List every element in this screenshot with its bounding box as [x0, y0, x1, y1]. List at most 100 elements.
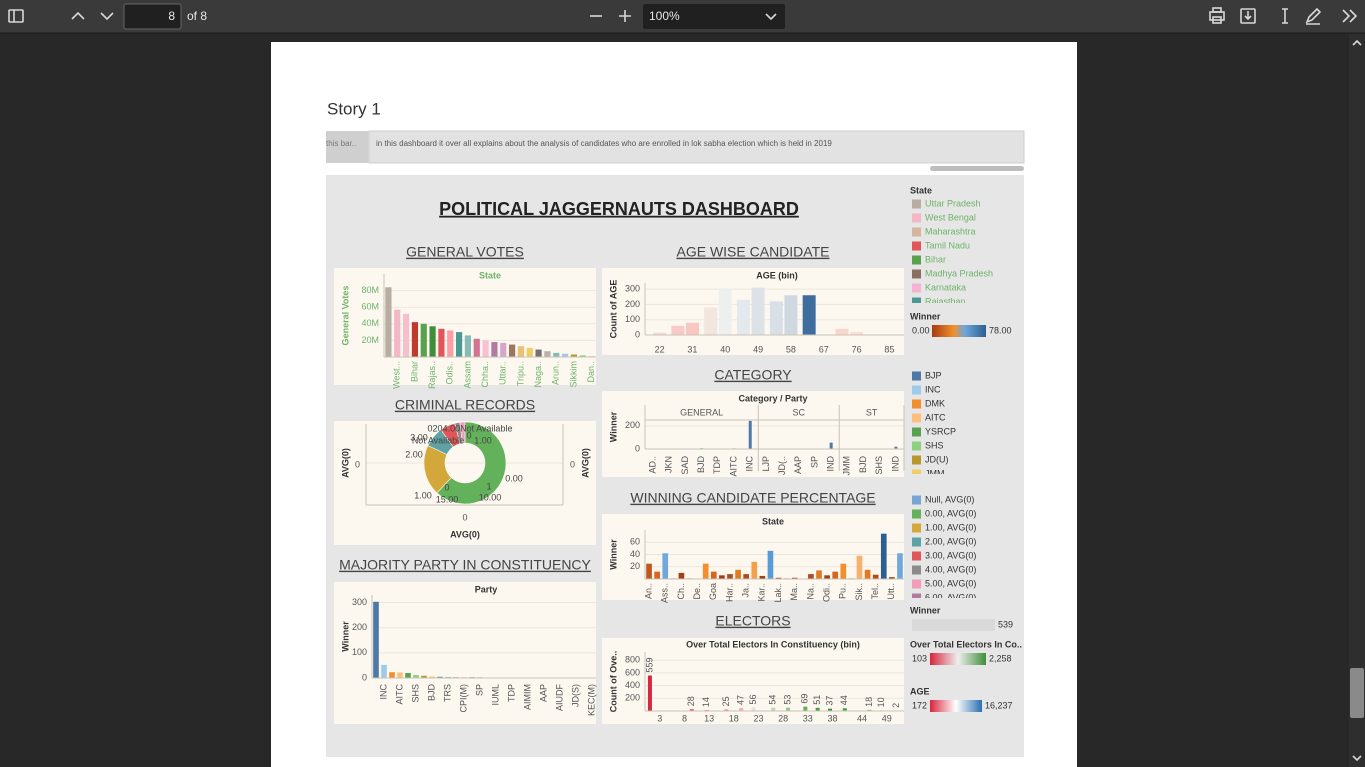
page-input[interactable] [123, 3, 182, 30]
scroll-down[interactable] [1352, 755, 1362, 762]
legend-swatch [912, 255, 921, 265]
legend-max: 78.00 [989, 325, 1012, 335]
bar [704, 307, 718, 335]
chart-subtitle: AGE (bin) [756, 270, 798, 280]
legend-label: 6.00, AVG(0) [925, 592, 976, 602]
y2-tick-label: 0 [570, 459, 575, 469]
legend-label: 2.00, AVG(0) [925, 536, 976, 546]
bar [751, 561, 758, 579]
bar [373, 601, 379, 678]
y-tick-label: 300 [352, 597, 367, 607]
y-axis-label: AVG(0) [340, 448, 350, 478]
bar [689, 709, 694, 711]
legend-max: 539 [998, 619, 1013, 629]
story-point-tab[interactable] [326, 131, 368, 163]
bar [389, 672, 395, 678]
zoom-select[interactable] [643, 4, 785, 29]
legend-label: BJP [925, 370, 942, 380]
print[interactable] [1209, 7, 1225, 24]
chart-heading: CRIMINAL RECORDS [395, 397, 535, 413]
download[interactable] [1240, 8, 1256, 24]
legend-label: 0.00, AVG(0) [925, 508, 976, 518]
bar [767, 550, 774, 579]
bar [394, 309, 401, 357]
y-tick-label: 600 [625, 667, 640, 677]
bar [544, 351, 551, 357]
x-tick-label: Kar.. [757, 583, 767, 602]
y-tick-label: 60 [630, 537, 640, 547]
y-axis-label: Count of Ove.. [608, 651, 618, 713]
bar [413, 674, 419, 678]
x-tick-label: CPI(M) [458, 684, 468, 713]
x-tick-label: 3 [657, 713, 662, 723]
bar [473, 338, 480, 357]
x-tick-label: West... [392, 361, 402, 389]
legend-title: AGE [910, 686, 930, 696]
next-page[interactable] [100, 12, 114, 21]
bar [856, 555, 863, 579]
scrollbar-thumb[interactable] [1350, 668, 1364, 718]
scroll-up[interactable] [1352, 39, 1362, 46]
bar [748, 420, 752, 449]
x-tick-label: Ass.. [660, 583, 670, 603]
bar [864, 569, 871, 579]
legend-title: Winner [910, 311, 941, 321]
x-tick-label: BJD [696, 456, 706, 474]
bar [397, 672, 403, 678]
legend-label: West Bengal [925, 212, 976, 222]
x-tick-label: TRS [442, 684, 452, 702]
zoom-in[interactable] [619, 10, 631, 22]
chart-heading: GENERAL VOTES [406, 244, 524, 260]
y-tick-label: 40M [361, 318, 379, 328]
x-tick-label: Sik.. [854, 583, 864, 601]
y-tick-label: 60M [361, 302, 379, 312]
legend-swatch [912, 227, 921, 237]
sidebar-toggle[interactable] [8, 9, 24, 23]
previous-page[interactable] [71, 11, 85, 20]
chart-subtitle: State [479, 270, 501, 280]
legend-title: Winner [910, 605, 941, 615]
x-tick-label: AITC [394, 684, 404, 705]
story-point-tab[interactable] [368, 130, 1025, 164]
x-tick-label: KEC(M) [586, 684, 596, 716]
panel-header: ST [866, 407, 878, 417]
bar [872, 574, 879, 579]
legend-label: JMM [925, 468, 945, 478]
x-tick-label: TDP [712, 456, 722, 474]
y-tick-label: 0 [362, 672, 367, 682]
bar [482, 340, 489, 357]
chart-subtitle: Party [475, 584, 498, 594]
donut-label: 0 [444, 482, 449, 492]
bar [421, 675, 427, 678]
legend-swatch [912, 523, 921, 533]
bar [685, 322, 699, 335]
x-axis-label: AVG(0) [450, 529, 480, 539]
more-tools[interactable] [1342, 9, 1358, 23]
x-tick-label: De.. [692, 583, 702, 600]
legend-label: 4.00, AVG(0) [925, 564, 976, 574]
x-tick-label: AAP [538, 684, 548, 702]
donut-label: 0.00 [505, 473, 523, 483]
panel-header: GENERAL [680, 407, 723, 417]
draw[interactable] [1305, 7, 1322, 25]
donut-slice [436, 421, 507, 505]
legend-swatch [912, 283, 921, 293]
x-tick-label: Ja.. [741, 583, 751, 598]
bar [500, 342, 507, 357]
legend-swatch [912, 385, 921, 395]
x-tick-label: 28 [778, 713, 788, 723]
legend-label: Maharashtra [925, 226, 976, 236]
bar [897, 553, 903, 579]
x-tick-label: IND [890, 456, 900, 472]
data-label: 25 [721, 696, 731, 706]
x-tick-label: JKN [664, 456, 674, 473]
bar [381, 664, 387, 678]
bar [803, 706, 808, 711]
x-tick-label: INC [745, 456, 755, 472]
x-tick-label: 40 [720, 344, 730, 354]
data-label: 14 [701, 697, 711, 707]
bar [850, 331, 864, 335]
x-tick-label: 85 [884, 344, 894, 354]
text-select[interactable] [1282, 8, 1288, 24]
